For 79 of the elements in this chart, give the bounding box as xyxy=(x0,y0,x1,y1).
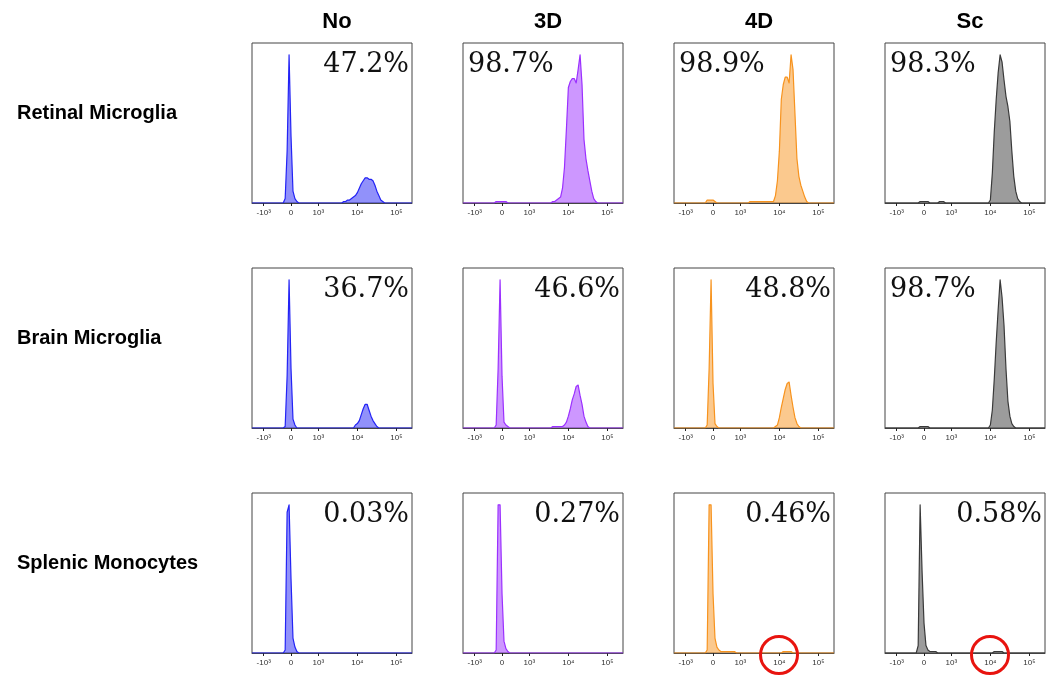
annotation: 98.7% xyxy=(890,272,976,303)
x-tick-label: 10⁵ xyxy=(812,207,825,217)
x-tick-label: 10⁵ xyxy=(1023,657,1036,667)
x-tick-label: 10⁵ xyxy=(812,432,825,442)
x-tick-label: 10³ xyxy=(312,207,325,217)
y-axis-title: Brain Microglia xyxy=(17,326,163,348)
x-tick-label: 10³ xyxy=(734,432,747,442)
x-tick-label: 10³ xyxy=(523,432,536,442)
x-tick-label: 10³ xyxy=(312,432,325,442)
annotation: 98.9% xyxy=(679,47,765,78)
annotation: 98.7% xyxy=(468,47,554,78)
x-tick-label: -10³ xyxy=(467,432,483,442)
x-tick-label: 10⁵ xyxy=(1023,207,1036,217)
x-tick-label: -10³ xyxy=(889,657,905,667)
x-tick-label: 0 xyxy=(710,432,716,442)
chart-title: 4D xyxy=(744,7,774,33)
x-tick-label: -10³ xyxy=(467,657,483,667)
annotation: 47.2% xyxy=(323,47,410,78)
x-tick-label: 0 xyxy=(499,657,505,667)
x-tick-label: 10⁴ xyxy=(773,207,787,217)
x-tick-label: -10³ xyxy=(678,657,694,667)
annotation: 36.7% xyxy=(323,272,410,303)
x-tick-label: -10³ xyxy=(678,432,694,442)
x-tick-label: 10⁴ xyxy=(773,657,787,667)
x-tick-label: -10³ xyxy=(678,207,694,217)
x-tick-label: 10⁵ xyxy=(390,207,403,217)
x-tick-label: 10⁵ xyxy=(390,432,403,442)
x-tick-label: 10⁵ xyxy=(1023,432,1036,442)
x-tick-label: 10⁴ xyxy=(351,657,365,667)
x-tick-label: 10³ xyxy=(945,207,958,217)
x-tick-label: 10⁴ xyxy=(562,207,576,217)
x-tick-label: 0 xyxy=(288,432,294,442)
annotation: 0.27% xyxy=(534,497,621,528)
x-tick-label: 10³ xyxy=(312,657,325,667)
chart-title: Sc xyxy=(956,7,984,33)
y-axis-title: Retinal Microglia xyxy=(17,101,178,123)
x-tick-label: 0 xyxy=(921,432,927,442)
x-tick-label: 10³ xyxy=(734,207,747,217)
x-tick-label: -10³ xyxy=(889,432,905,442)
x-tick-label: 10⁵ xyxy=(601,207,614,217)
x-tick-label: 10⁴ xyxy=(984,657,998,667)
x-tick-label: 0 xyxy=(288,207,294,217)
annotation: 0.46% xyxy=(745,497,832,528)
x-tick-label: 10⁵ xyxy=(601,657,614,667)
x-tick-label: 0 xyxy=(710,657,716,667)
x-tick-label: 10³ xyxy=(523,657,536,667)
chart-title: No xyxy=(322,7,352,33)
x-tick-label: -10³ xyxy=(889,207,905,217)
x-tick-label: 10⁴ xyxy=(562,657,576,667)
x-tick-label: 0 xyxy=(921,207,927,217)
x-tick-label: 10⁴ xyxy=(773,432,787,442)
x-tick-label: 10⁴ xyxy=(984,207,998,217)
x-tick-label: -10³ xyxy=(256,207,272,217)
x-tick-label: 0 xyxy=(921,657,927,667)
x-tick-label: 10⁵ xyxy=(390,657,403,667)
x-tick-label: 0 xyxy=(288,657,294,667)
x-tick-label: 10⁴ xyxy=(984,432,998,442)
annotation: 98.3% xyxy=(890,47,976,78)
x-tick-label: 10³ xyxy=(945,657,958,667)
x-tick-label: -10³ xyxy=(467,207,483,217)
annotation: 46.6% xyxy=(534,272,621,303)
x-tick-label: 10⁴ xyxy=(351,432,365,442)
annotation: 48.8% xyxy=(745,272,832,303)
x-tick-label: 10⁵ xyxy=(812,657,825,667)
x-tick-label: 10³ xyxy=(734,657,747,667)
x-tick-label: 10⁴ xyxy=(562,432,576,442)
annotation: 0.58% xyxy=(956,497,1043,528)
chart-title: 3D xyxy=(533,7,563,33)
annotation: 0.03% xyxy=(323,497,410,528)
x-tick-label: -10³ xyxy=(256,657,272,667)
x-tick-label: 10³ xyxy=(945,432,958,442)
x-tick-label: 0 xyxy=(710,207,716,217)
x-tick-label: 10⁴ xyxy=(351,207,365,217)
y-axis-title: Splenic Monocytes xyxy=(17,551,199,573)
x-tick-label: 10⁵ xyxy=(601,432,614,442)
x-tick-label: 10³ xyxy=(523,207,536,217)
x-tick-label: -10³ xyxy=(256,432,272,442)
x-tick-label: 0 xyxy=(499,432,505,442)
x-tick-label: 0 xyxy=(499,207,505,217)
